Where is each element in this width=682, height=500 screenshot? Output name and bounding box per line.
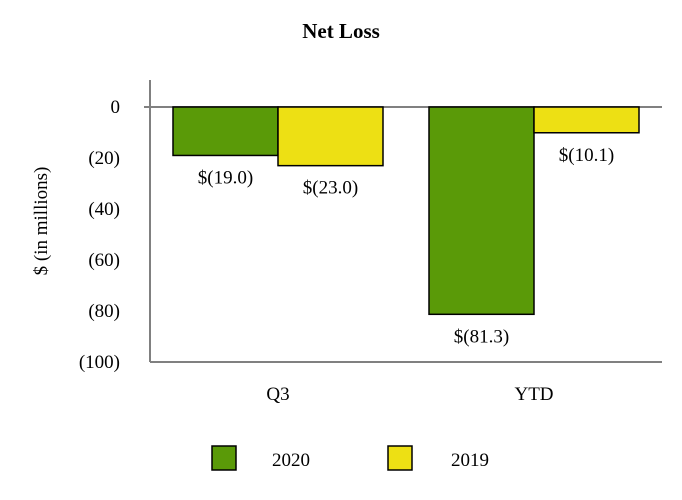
legend-label-2019: 2019 [451,450,489,471]
tick-labels: 0 (20) (40) (60) (80) (100) Q3 YTD [79,97,554,405]
y-tick-label: (20) [88,148,120,169]
legend-label-2020: 2020 [272,450,310,471]
data-label-2019-ytd: $(10.1) [559,145,614,166]
x-tick-label: YTD [514,384,553,405]
data-label-2020-ytd: $(81.3) [454,326,509,347]
y-tick-label: (80) [88,301,120,322]
bars [172,106,640,316]
chart-title: Net Loss [302,19,380,43]
y-tick-label: (40) [88,199,120,220]
x-tick-label: Q3 [266,384,289,405]
y-tick-label: (100) [79,352,120,373]
data-labels: $(19.0) $(23.0) $(81.3) $(10.1) [198,145,614,348]
bar-2019-q3 [277,106,384,167]
y-axis-label: $ (in millions) [31,167,52,276]
bar-2020-ytd [428,106,535,316]
legend-swatch-2020 [211,445,237,471]
data-label-2020-q3: $(19.0) [198,167,253,188]
legend: 2020 2019 [211,445,489,471]
y-tick-label: 0 [111,97,121,118]
legend-swatch-2019 [387,445,413,471]
bar-2019-ytd [533,106,640,134]
y-tick-label: (60) [88,250,120,271]
bar-2020-q3 [172,106,279,157]
data-label-2019-q3: $(23.0) [303,178,358,199]
